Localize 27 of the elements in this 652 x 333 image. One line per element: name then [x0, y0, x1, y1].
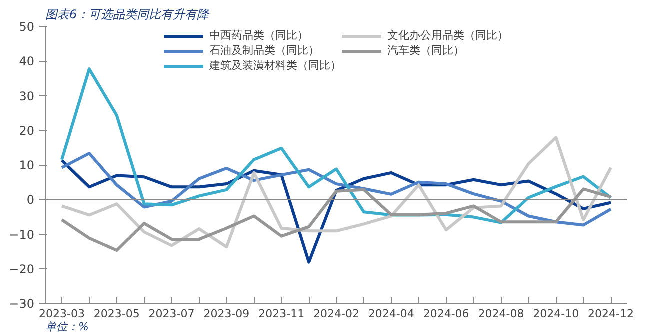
x-tick-label: 2023-11 — [258, 308, 305, 320]
x-tick-label: 2024-06 — [423, 308, 470, 320]
legend-label: 石油及制品类（同比） — [210, 43, 320, 58]
legend-label: 汽车类（同比） — [388, 43, 464, 58]
x-tick-label: 2023-05 — [94, 308, 140, 320]
y-tick-label: −30 — [9, 297, 35, 311]
x-tick-label: 2024-02 — [314, 308, 360, 320]
x-tick-label: 2024-04 — [368, 308, 414, 320]
x-tick-label: 2024-08 — [478, 308, 524, 320]
y-tick-label: 40 — [19, 54, 35, 69]
x-tick-label: 2024-10 — [533, 308, 580, 320]
legend-label: 中西药品类（同比） — [210, 28, 308, 43]
legend-label: 建筑及装潢材料类（同比） — [210, 58, 342, 73]
x-tick-label: 2023-07 — [148, 308, 195, 320]
y-tick-label: 10 — [19, 158, 35, 172]
y-tick-label: −20 — [9, 262, 35, 276]
x-tick-label: 2024-12 — [588, 308, 634, 320]
legend-label: 文化办公用品类（同比） — [388, 28, 508, 43]
x-tick-label: 2023-03 — [38, 308, 85, 320]
y-tick-label: 20 — [19, 124, 35, 138]
y-tick-label: 0 — [26, 193, 35, 208]
y-tick-label: 30 — [19, 89, 35, 104]
y-tick-label: −10 — [9, 228, 35, 242]
x-tick-label: 2023-09 — [204, 308, 250, 320]
chart-title: 图表6：可选品类同比有升有降 — [46, 8, 210, 22]
y-tick-label: 50 — [19, 20, 35, 34]
text: 单位：% — [46, 320, 89, 333]
